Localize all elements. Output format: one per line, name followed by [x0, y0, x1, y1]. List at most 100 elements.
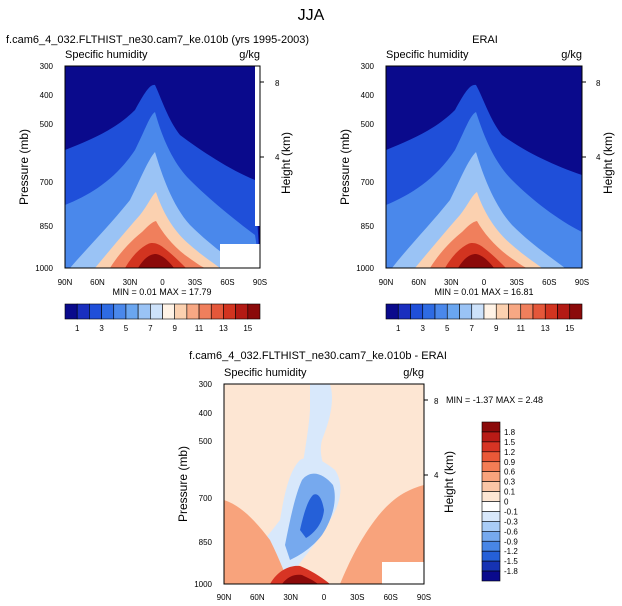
colorbar-label: 0	[504, 498, 509, 507]
colorbar-swatch	[247, 303, 261, 320]
panel-model-field-band-7	[138, 254, 174, 268]
colorbar-label: 3	[421, 324, 426, 333]
colorbar-label: -0.3	[504, 517, 518, 526]
panel-model-x-ticks: 90N 60N 30N 0 30S 60S 90S	[58, 278, 267, 287]
colorbar-swatch	[125, 303, 139, 320]
colorbar-swatch	[481, 441, 501, 453]
colorbar-label: 7	[470, 324, 475, 333]
colorbar-swatch	[76, 303, 90, 320]
colorbar-label: 15	[243, 324, 252, 333]
panel-diff-field-pos-core	[282, 574, 318, 584]
y-tick-label: 850	[361, 222, 375, 231]
colorbar-swatch	[532, 303, 546, 320]
colorbar-swatch	[64, 303, 78, 320]
colorbar-label: 13	[219, 324, 228, 333]
colorbar-label: 1.2	[504, 448, 516, 457]
colorbar-label: 5	[124, 324, 129, 333]
colorbar-swatch	[481, 421, 501, 433]
colorbar-swatch	[223, 303, 236, 320]
colorbar-swatch	[544, 303, 558, 320]
y-tick-label: 400	[361, 91, 375, 100]
x-tick-label: 90N	[379, 278, 394, 287]
colorbar-label: -0.6	[504, 527, 518, 536]
x-tick-label: 90N	[217, 593, 232, 602]
y-tick-label: 500	[40, 120, 54, 129]
colorbar-label: 0.1	[504, 488, 516, 497]
panel-model-ylabel: Pressure (mb)	[17, 129, 31, 205]
colorbar-swatch	[101, 303, 115, 320]
y-right-tick-label: 4	[596, 153, 601, 162]
panel-model-title: f.cam6_4_032.FLTHIST_ne30.cam7_ke.010b (…	[6, 34, 309, 46]
colorbar-swatch	[520, 303, 534, 320]
panel-diff-field-pos-lower	[224, 500, 290, 584]
y-tick-label: 300	[40, 62, 54, 71]
colorbar-label: 5	[445, 324, 450, 333]
x-tick-label: 90S	[253, 278, 267, 287]
panel-diff-y-ticks: 300 400 500 700 850 1000	[194, 380, 212, 589]
colorbar-swatch	[174, 303, 188, 320]
y-tick-label: 300	[361, 62, 375, 71]
y-tick-label: 400	[199, 409, 213, 418]
colorbar-swatch	[434, 303, 448, 320]
colorbar-swatch	[481, 531, 501, 542]
colorbar-swatch	[137, 303, 151, 320]
panel-model: f.cam6_4_032.FLTHIST_ne30.cam7_ke.010b (…	[6, 34, 309, 297]
colorbar-swatch	[481, 461, 501, 472]
colorbar-label: 11	[195, 324, 204, 333]
x-tick-label: 30S	[350, 593, 364, 602]
colorbar-label: 13	[541, 324, 550, 333]
colorbar-label: 1	[396, 324, 401, 333]
colorbar-swatch	[446, 303, 460, 320]
colorbar-label: 3	[99, 324, 104, 333]
x-tick-label: 30N	[283, 593, 298, 602]
colorbar-swatch	[162, 303, 175, 320]
y-right-tick-label: 8	[275, 79, 280, 88]
colorbar-label: 15	[565, 324, 574, 333]
colorbar-label: 0.6	[504, 468, 516, 477]
y-right-tick-label: 8	[596, 79, 601, 88]
y-right-tick-label: 8	[434, 397, 439, 406]
colorbar-swatch	[459, 303, 473, 320]
panel-diff-stats: MIN = -1.37 MAX = 2.48	[446, 395, 543, 405]
colorbar-erai: 1 3 5 7 9 11 13 15	[385, 303, 583, 333]
x-tick-label: 30S	[510, 278, 524, 287]
y-tick-label: 700	[40, 178, 54, 187]
y-right-tick-label: 4	[434, 471, 439, 480]
colorbar-swatch	[210, 303, 224, 320]
panel-erai-field-band-7	[458, 254, 494, 268]
colorbar-swatch	[481, 560, 501, 572]
colorbar-swatch	[481, 501, 501, 512]
panel-erai-subtitle: Specific humidity	[386, 49, 469, 61]
colorbar-swatch	[397, 303, 411, 320]
panel-diff-title: f.cam6_4_032.FLTHIST_ne30.cam7_ke.010b -…	[189, 350, 447, 362]
panel-erai-frame	[385, 65, 583, 269]
colorbar-swatch	[471, 303, 485, 320]
main-title: JJA	[298, 7, 325, 24]
panel-model-subtitle: Specific humidity	[65, 49, 148, 61]
colorbar-label: 1.8	[504, 428, 516, 437]
y-tick-label: 1000	[35, 264, 53, 273]
panel-diff-ylabel: Pressure (mb)	[176, 446, 190, 522]
colorbar-swatch	[481, 431, 501, 443]
colorbar-label: 0.3	[504, 478, 516, 487]
x-tick-label: 90S	[417, 593, 431, 602]
colorbar-swatch	[113, 303, 127, 320]
colorbar-label: 9	[494, 324, 499, 333]
x-tick-label: 0	[482, 278, 487, 287]
y-tick-label: 850	[40, 222, 54, 231]
colorbar-label: -1.8	[504, 567, 518, 576]
colorbar-swatch	[235, 303, 249, 320]
colorbar-swatch	[483, 303, 497, 320]
panel-model-units: g/kg	[239, 49, 260, 61]
colorbar-label: 9	[172, 324, 177, 333]
colorbar-label: -0.9	[504, 537, 518, 546]
colorbar-label: -0.1	[504, 507, 518, 516]
panel-diff-frame	[223, 383, 425, 585]
panel-erai-stats: MIN = 0.01 MAX = 16.81	[434, 287, 533, 297]
x-tick-label: 60S	[220, 278, 234, 287]
panel-diff-missing-region	[382, 562, 424, 584]
panel-diff-units: g/kg	[403, 367, 424, 379]
colorbar-swatch	[89, 303, 102, 320]
panel-erai-ylabel: Pressure (mb)	[338, 129, 352, 205]
